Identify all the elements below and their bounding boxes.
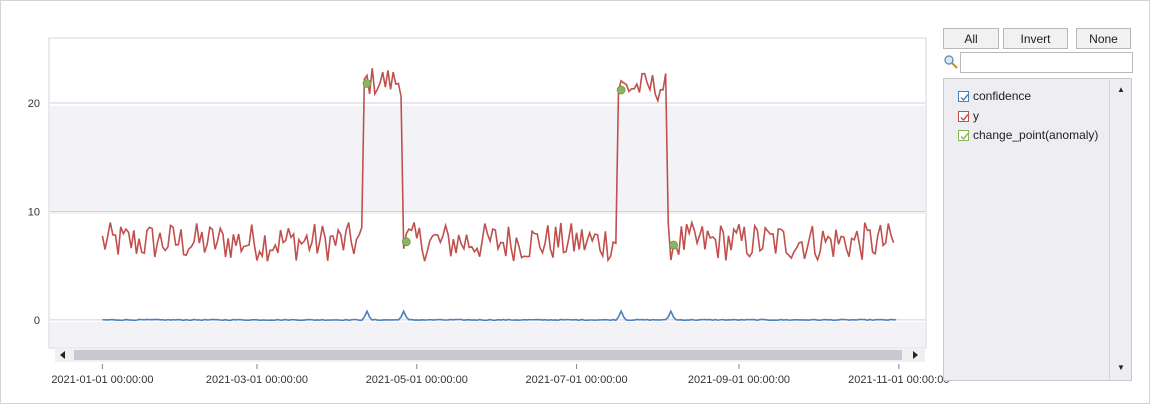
search-icon [943, 54, 959, 70]
legend-item-y[interactable]: y [958, 107, 979, 125]
x-tick-label: 2021-05-01 00:00:00 [366, 374, 468, 386]
band-10-20 [50, 106, 925, 214]
series-list: confidence y change_point(anomaly) ▲ ▼ [943, 78, 1132, 381]
series-line-confidence [102, 309, 897, 322]
x-tick-label: 2021-03-01 00:00:00 [206, 374, 308, 386]
x-tick-label: 2021-11-01 00:00:00 [848, 374, 949, 386]
x-tick-label: 2021-07-01 00:00:00 [525, 374, 627, 386]
checkbox-change-point[interactable] [958, 129, 969, 141]
series-line-y [101, 68, 895, 263]
legend-item-confidence[interactable]: confidence [958, 87, 1031, 105]
checkbox-confidence[interactable] [958, 90, 969, 102]
legend-label: y [973, 109, 979, 123]
invert-button[interactable]: Invert [1003, 28, 1068, 49]
band-below-0 [50, 322, 925, 347]
scroll-left-icon[interactable] [60, 351, 65, 359]
x-tick-label: 2021-09-01 00:00:00 [688, 374, 790, 386]
horizontal-scrollbar[interactable] [55, 348, 925, 362]
change-point-marker [616, 85, 626, 95]
x-tick-label: 2021-01-01 00:00:00 [51, 374, 153, 386]
scroll-right-icon[interactable] [913, 351, 918, 359]
scrollbar-thumb[interactable] [74, 350, 902, 360]
y-tick-label: 20 [28, 98, 40, 110]
scroll-down-icon[interactable]: ▼ [1117, 363, 1125, 372]
legend-item-change-point[interactable]: change_point(anomaly) [958, 126, 1098, 144]
none-button[interactable]: None [1076, 28, 1131, 49]
all-button[interactable]: All [943, 28, 999, 49]
legend-label: change_point(anomaly) [973, 128, 1099, 142]
series-search-input[interactable] [960, 52, 1133, 73]
change-point-marker [669, 240, 678, 250]
checkbox-y[interactable] [958, 110, 969, 122]
legend-label: confidence [973, 89, 1032, 103]
scroll-up-icon[interactable]: ▲ [1117, 85, 1125, 94]
change-point-marker [362, 79, 372, 88]
change-point-marker [401, 237, 411, 247]
vertical-scrollbar[interactable]: ▲ ▼ [1109, 79, 1131, 380]
y-tick-label: 10 [28, 206, 40, 218]
y-tick-label: 0 [34, 315, 40, 327]
